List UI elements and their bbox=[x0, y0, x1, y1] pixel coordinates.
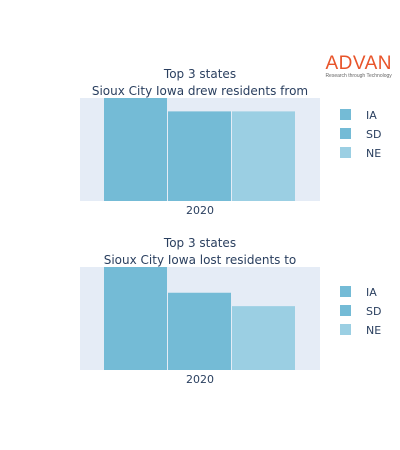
bar-sd bbox=[168, 292, 231, 370]
legend-swatch-ne bbox=[340, 147, 351, 158]
chart-title-line: Sioux City Iowa drew residents from bbox=[92, 84, 308, 98]
bar-ia bbox=[104, 98, 167, 201]
legend-swatch-ne bbox=[340, 324, 351, 335]
bar-ne bbox=[232, 111, 295, 201]
legend-label-ne: NE bbox=[366, 147, 381, 160]
chart-title-line: Sioux City Iowa lost residents to bbox=[104, 253, 297, 267]
chart-title-line: Top 3 states bbox=[163, 67, 236, 81]
legend-label-ne: NE bbox=[366, 324, 381, 337]
legend-label-ia: IA bbox=[366, 286, 377, 299]
logo-wordmark: ADVAN bbox=[325, 53, 392, 74]
chart-title-line: Top 3 states bbox=[163, 236, 236, 250]
bar-ne bbox=[232, 306, 295, 370]
legend-swatch-sd bbox=[340, 305, 351, 316]
x-tick-label: 2020 bbox=[186, 373, 214, 386]
legend-label-sd: SD bbox=[366, 305, 381, 318]
bar-sd bbox=[168, 111, 231, 201]
legend-swatch-ia bbox=[340, 109, 351, 120]
legend: IA SD NE bbox=[340, 109, 381, 160]
legend-swatch-sd bbox=[340, 128, 351, 139]
chart-1: Top 3 states Sioux City Iowa drew residen… bbox=[80, 67, 381, 217]
logo-tagline: Research through Technology bbox=[325, 73, 392, 79]
legend-label-ia: IA bbox=[366, 109, 377, 122]
chart-2: Top 3 states Sioux City Iowa lost residen… bbox=[80, 236, 381, 386]
x-tick-label: 2020 bbox=[186, 204, 214, 217]
advan-logo: ADVAN Research through Technology bbox=[325, 54, 392, 79]
legend-label-sd: SD bbox=[366, 128, 381, 141]
legend: IA SD NE bbox=[340, 286, 381, 337]
bar-ia bbox=[104, 267, 167, 370]
legend-swatch-ia bbox=[340, 286, 351, 297]
